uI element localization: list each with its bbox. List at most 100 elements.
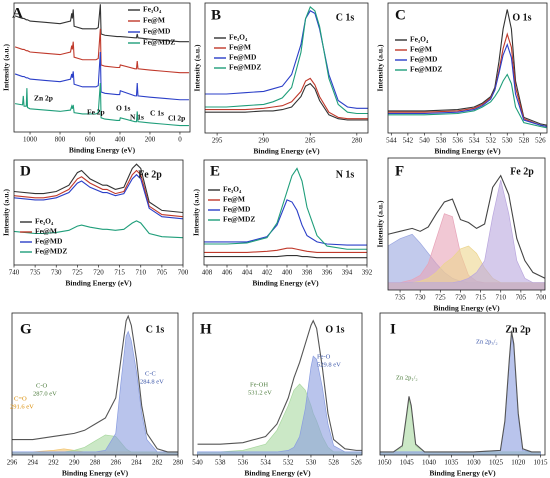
x-axis-label: Binding Energy (eV) <box>433 304 500 313</box>
legend-label: Fe@MD <box>35 237 63 246</box>
x-tick-label: 408 <box>202 269 213 277</box>
spectrum-line <box>14 173 183 220</box>
x-tick-label: 392 <box>362 269 373 277</box>
x-tick-label: 534 <box>469 137 480 145</box>
spectrum-line <box>14 220 183 239</box>
legend-label: Fe@M <box>223 195 245 204</box>
spectrum-line <box>204 167 367 250</box>
x-tick-label: 735 <box>395 294 406 302</box>
annotation: 291.6 eV <box>10 403 34 410</box>
panel-title: O 1s <box>325 324 344 335</box>
x-tick-label: 1000 <box>23 136 38 144</box>
spectrum-line <box>205 77 368 120</box>
x-tick-label: 294 <box>28 459 39 467</box>
x-tick-label: 200 <box>145 136 156 144</box>
annotation: Fe-O <box>317 353 331 360</box>
x-tick-label: 1045 <box>400 459 415 467</box>
legend-label: Fe@MDZ <box>229 63 261 72</box>
spectrum-line <box>388 9 547 126</box>
spectrum-line <box>204 247 367 253</box>
x-tick-label: 290 <box>258 137 269 145</box>
spectrum-line <box>205 82 368 121</box>
annotation: 529.8 eV <box>317 361 341 368</box>
x-tick-label: 1035 <box>444 459 459 467</box>
x-tick-label: 280 <box>352 137 363 145</box>
x-tick-label: 700 <box>536 294 547 302</box>
spectrum-line <box>14 163 183 214</box>
legend-label: Fe₃O₄ <box>35 217 54 226</box>
annotation: Fe 2p <box>87 108 105 117</box>
x-tick-label: 398 <box>302 269 313 277</box>
x-axis-label: Binding Energy (eV) <box>244 469 311 478</box>
panel-title: Fe 2p <box>510 166 534 177</box>
panel-title: Zn 2p <box>505 324 531 335</box>
x-tick-label: 282 <box>152 459 163 467</box>
x-tick-label: 286 <box>111 459 122 467</box>
panel-title: N 1s <box>336 169 355 180</box>
x-tick-label: 735 <box>30 269 41 277</box>
legend-label: Fe@M <box>143 16 165 25</box>
legend-label: Fe₃O₄ <box>410 35 429 44</box>
x-tick-label: 532 <box>283 459 294 467</box>
annotation: 284.8 eV <box>140 378 164 385</box>
x-tick-label: 1025 <box>489 459 504 467</box>
panel-label: D <box>20 163 31 179</box>
annotation: C-O <box>36 382 48 389</box>
legend-label: Fe₃O₄ <box>143 5 162 14</box>
legend-label: Fe@M <box>410 45 432 54</box>
y-axis-label: Intensity (a.u.) <box>2 44 11 91</box>
y-axis-label: Intensity (a.u.) <box>376 200 385 247</box>
x-tick-label: 540 <box>192 459 203 467</box>
annotation: N 1s <box>130 113 144 122</box>
panel-title: C 1s <box>336 12 355 23</box>
x-tick-label: 402 <box>262 269 273 277</box>
x-tick-label: 1030 <box>467 459 482 467</box>
plot-frame <box>13 2 191 133</box>
x-tick-label: 705 <box>157 269 168 277</box>
legend-label: Fe₃O₄ <box>223 185 242 194</box>
legend-label: Fe₃O₄ <box>229 33 248 42</box>
annotation: 287.0 eV <box>33 390 57 397</box>
legend-label: Fe@M <box>35 227 57 236</box>
x-tick-label: 400 <box>282 269 293 277</box>
plot-frame <box>379 312 546 456</box>
x-tick-label: 720 <box>455 294 466 302</box>
x-tick-label: 400 <box>115 136 126 144</box>
x-tick-label: 715 <box>114 269 125 277</box>
legend-label: Fe@MD <box>223 205 251 214</box>
panel-title: O 1s <box>512 12 531 23</box>
x-tick-label: 534 <box>260 459 271 467</box>
x-axis-label: Binding Energy (eV) <box>434 147 501 156</box>
annotation: Fe-OH <box>250 381 268 388</box>
x-tick-label: 288 <box>90 459 101 467</box>
annotation: 531.2 eV <box>248 389 272 396</box>
x-tick-label: 710 <box>495 294 506 302</box>
x-tick-label: 542 <box>403 137 414 145</box>
x-tick-label: 715 <box>475 294 486 302</box>
spectrum-line <box>12 314 178 453</box>
annotation: Cl 2p <box>168 114 185 123</box>
annotation: C=O <box>14 395 27 402</box>
x-tick-label: 406 <box>222 269 233 277</box>
spectrum-line <box>388 73 547 129</box>
x-tick-label: 730 <box>415 294 426 302</box>
panel-label: C <box>395 7 406 23</box>
x-tick-label: 284 <box>131 459 142 467</box>
annotation: C-C <box>145 370 156 377</box>
spectrum-line <box>197 319 362 451</box>
x-tick-label: 705 <box>516 294 527 302</box>
legend-label: Fe@MDZ <box>223 215 255 224</box>
legend-label: Fe@MDZ <box>410 65 442 74</box>
x-tick-label: 720 <box>93 269 104 277</box>
x-tick-label: 394 <box>342 269 353 277</box>
legend-label: Fe@MDZ <box>35 247 67 256</box>
plot-frame <box>387 2 548 134</box>
x-tick-label: 280 <box>173 459 184 467</box>
legend-label: Fe@MD <box>229 53 257 62</box>
x-tick-label: 700 <box>178 269 189 277</box>
spectrum-line <box>14 4 189 43</box>
x-axis-label: Binding Energy (eV) <box>69 146 136 155</box>
spectrum-line <box>14 82 189 127</box>
plot-frame <box>192 312 363 456</box>
